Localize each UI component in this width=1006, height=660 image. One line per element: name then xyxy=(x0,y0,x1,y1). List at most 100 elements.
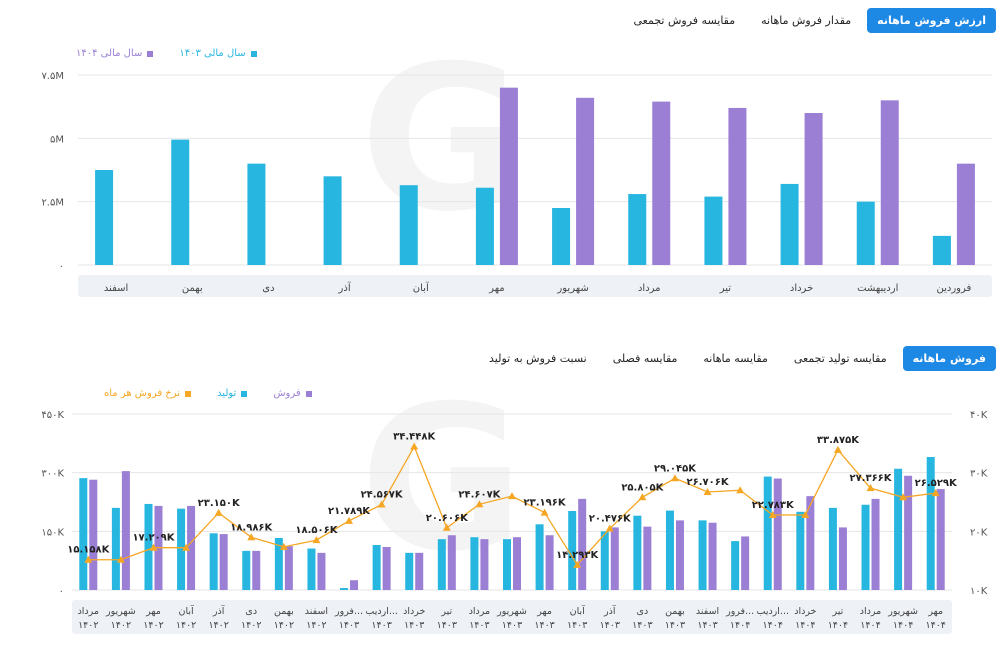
x-tick-label-month: مهر xyxy=(536,606,552,617)
bar-production xyxy=(307,548,316,590)
bar-production xyxy=(144,503,153,590)
top-legend-item-0[interactable]: سال مالی ۱۴۰۳ xyxy=(179,48,257,59)
bar-production xyxy=(861,504,870,590)
sales-rate-point xyxy=(116,555,125,563)
y-tick-label: ۰ xyxy=(59,261,64,272)
sales-rate-point xyxy=(801,511,810,519)
bar-production xyxy=(731,541,740,590)
x-tick-label-year: ۱۴۰۳ xyxy=(632,620,652,631)
x-tick-label-month: آذر xyxy=(603,604,616,617)
x-tick-label-year: ۱۴۰۳ xyxy=(665,620,685,631)
x-tick-label-year: ۱۴۰۴ xyxy=(828,620,848,631)
x-tick-label-year: ۱۴۰۲ xyxy=(241,620,261,631)
x-tick-label-year: ۱۴۰۲ xyxy=(111,620,131,631)
legend-label: سال مالی ۱۴۰۳ xyxy=(179,48,246,59)
bottom-tab-1[interactable]: مقایسه تولید تجمعی xyxy=(793,352,887,365)
x-tick-label: بهمن xyxy=(182,283,203,294)
x-tick-label-month: فرور... xyxy=(334,606,363,617)
x-tick-label-month: آبان xyxy=(178,604,194,617)
bar-1404 xyxy=(499,87,518,266)
x-tick-label-month: اسفند xyxy=(696,606,719,617)
bar-sales xyxy=(513,537,521,590)
x-tick-label-year: ۱۴۰۳ xyxy=(437,620,457,631)
x-tick-label-year: ۱۴۰۳ xyxy=(697,620,717,631)
bar-production xyxy=(405,552,414,590)
sales-rate-point xyxy=(410,442,419,450)
sales-rate-point xyxy=(605,524,614,532)
data-label: ۱۵.۱۵۸K xyxy=(67,545,110,556)
chart-tabs-top: ارزش فروش ماهانه مقدار فروش ماهانه مقایسه … xyxy=(624,8,996,33)
y-tick-label: ۵M xyxy=(50,134,64,145)
bar-production xyxy=(274,537,283,590)
top-tab-1[interactable]: مقدار فروش ماهانه xyxy=(761,14,852,27)
bar-production xyxy=(926,457,935,590)
sales-rate-point xyxy=(345,516,354,524)
x-tick-label-year: ۱۴۰۲ xyxy=(78,620,98,631)
y-right-tick-label: ۴۰K xyxy=(970,410,988,421)
y-left-tick-label: ۴۵۰K xyxy=(41,410,64,421)
legend-label: تولید xyxy=(217,388,237,399)
bar-production xyxy=(763,476,772,590)
y-tick-label: ۷.۵M xyxy=(41,71,64,82)
x-tick-label-year: ۱۴۰۴ xyxy=(860,620,880,631)
x-tick-label-year: ۱۴۰۳ xyxy=(534,620,554,631)
x-tick-label-year: ۱۴۰۴ xyxy=(925,620,945,631)
top-tab-0[interactable]: ارزش فروش ماهانه xyxy=(867,8,996,33)
x-tick-label-year: ۱۴۰۳ xyxy=(404,620,424,631)
bottom-legend-item-2[interactable]: نرخ فروش هر ماه xyxy=(104,388,192,399)
sales-rate-point xyxy=(508,492,516,500)
y-right-tick-label: ۳۰K xyxy=(970,469,988,480)
x-tick-label: آبان xyxy=(413,281,430,294)
x-tick-label: دی xyxy=(262,283,274,294)
bar-production xyxy=(340,588,349,590)
bar-1404 xyxy=(652,101,671,265)
sales-rate-point xyxy=(312,536,321,544)
x-tick-label: فروردین xyxy=(937,283,972,294)
bar-1403 xyxy=(399,185,418,265)
x-tick-label-month: بهمن xyxy=(665,606,685,617)
top-legend-item-1[interactable]: سال مالی ۱۴۰۴ xyxy=(76,48,154,59)
legend-swatch xyxy=(185,390,192,397)
x-axis-band xyxy=(78,275,992,297)
bar-sales xyxy=(415,552,424,590)
bottom-legend-item-1[interactable]: تولید xyxy=(217,388,248,399)
bar-sales xyxy=(545,535,554,590)
data-label: ۲۶.۷۰۶K xyxy=(687,477,730,488)
x-tick-label: مهر xyxy=(488,283,504,294)
x-tick-label-month: مهر xyxy=(145,606,161,617)
sales-rate-point xyxy=(899,493,908,501)
sales-rate-point xyxy=(866,484,875,492)
data-label: ۲۵.۸۰۵K xyxy=(621,482,664,493)
bottom-legend-item-0[interactable]: فروش xyxy=(273,388,312,399)
bar-1403 xyxy=(95,170,114,265)
bar-1403 xyxy=(932,235,951,265)
data-label: ۲۷.۳۶۶K xyxy=(849,473,892,484)
bar-1403 xyxy=(171,139,190,265)
x-tick-label-month: خرداد xyxy=(794,606,816,617)
bar-production xyxy=(177,508,186,590)
bottom-tab-2[interactable]: مقایسه ماهانه xyxy=(703,352,768,365)
data-label: ۲۲.۷۸۳K xyxy=(752,500,795,511)
bottom-tab-3[interactable]: مقایسه فصلی xyxy=(612,352,678,365)
bar-sales xyxy=(121,471,130,590)
bar-sales xyxy=(871,498,880,590)
x-tick-label-year: ۱۴۰۴ xyxy=(730,620,750,631)
sales-rate-point xyxy=(638,493,647,501)
sales-rate-point xyxy=(442,523,451,531)
bottom-tab-0[interactable]: فروش ماهانه xyxy=(902,346,996,371)
x-axis-band xyxy=(72,600,952,634)
legend-label: فروش xyxy=(273,388,301,399)
x-tick-label-month: شهریور xyxy=(887,606,918,617)
x-tick-label-month: بهمن xyxy=(274,606,294,617)
bottom-tab-4[interactable]: نسبت فروش به تولید xyxy=(489,352,587,365)
x-tick-label-month: دی xyxy=(637,606,649,617)
bar-production xyxy=(111,507,120,590)
x-tick-label: مرداد xyxy=(638,283,661,294)
legend-top: سال مالی ۱۴۰۳ سال مالی ۱۴۰۴ xyxy=(76,48,257,59)
top-tab-2[interactable]: مقایسه فروش تجمعی xyxy=(633,14,736,27)
bar-production xyxy=(535,524,544,590)
x-tick-label-month: اردیب... xyxy=(756,606,789,617)
x-tick-label-month: شهریور xyxy=(496,606,527,617)
data-label: ۲۴.۵۶۷K xyxy=(361,490,404,501)
sales-rate-point xyxy=(149,543,158,551)
